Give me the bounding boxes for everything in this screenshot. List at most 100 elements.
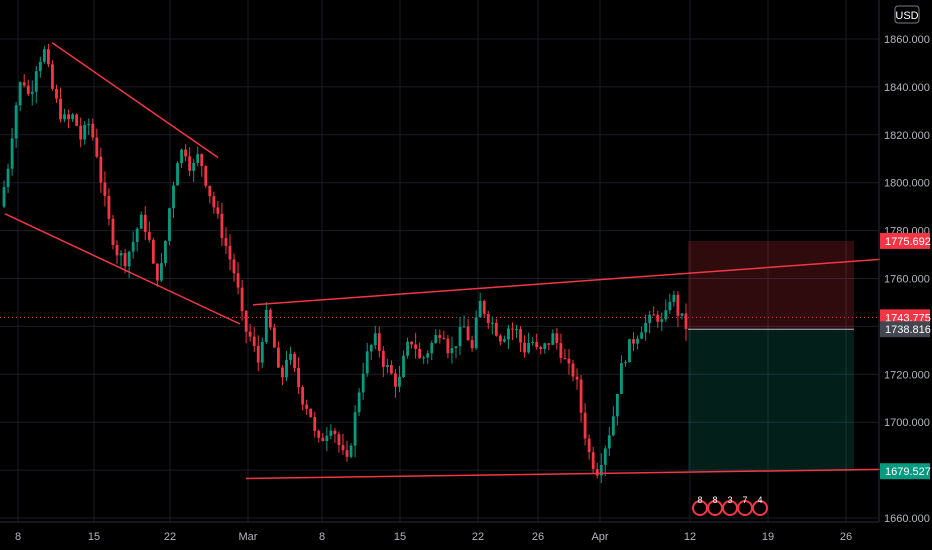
candle-body — [71, 114, 75, 120]
candle-body — [394, 373, 397, 387]
candle-body — [607, 435, 611, 449]
candle-body — [200, 154, 204, 167]
candle-body — [418, 348, 422, 359]
candle-body — [95, 137, 99, 157]
candle-body — [575, 376, 579, 380]
candle-body — [99, 156, 103, 183]
candle-body — [648, 314, 652, 323]
candle-body — [244, 310, 248, 332]
candle-body — [583, 412, 587, 439]
candle-body — [232, 259, 236, 274]
candle-body — [63, 114, 66, 120]
candle-body — [567, 358, 571, 364]
candle-body — [422, 357, 426, 359]
candle-body — [220, 213, 224, 239]
candle-body — [615, 393, 619, 417]
candle-body — [79, 125, 83, 140]
candle-body — [551, 333, 555, 345]
candle-body — [438, 335, 442, 339]
candle-body — [511, 328, 514, 330]
position-zones[interactable] — [0, 240, 879, 472]
candle-body — [277, 347, 280, 368]
x-tick-label: 12 — [684, 531, 696, 543]
price-label-text: 1738.816 — [885, 324, 931, 336]
candle-body — [87, 123, 91, 125]
trendline-channel-upper[interactable] — [252, 258, 881, 306]
candle-body — [470, 340, 474, 349]
candle-body — [555, 333, 559, 344]
trendline-falling-wedge-lower[interactable] — [4, 213, 241, 325]
stop-loss-zone[interactable] — [688, 240, 854, 330]
candle-body — [664, 310, 668, 320]
candle-body — [636, 338, 639, 344]
candle-body — [212, 196, 216, 208]
candle-body — [474, 317, 478, 349]
candle-body — [539, 347, 543, 349]
candle-body — [119, 253, 123, 256]
candle-body — [535, 341, 539, 348]
candle-body — [337, 434, 341, 446]
y-tick-label: 1720.000 — [884, 369, 930, 381]
event-badge[interactable]: 4 — [752, 495, 768, 516]
price-label: 1775.692 — [880, 232, 931, 249]
candle-body — [301, 387, 305, 405]
y-tick-label: 1800.000 — [884, 178, 930, 190]
candle-body — [317, 430, 321, 438]
x-tick-label: 8 — [319, 531, 325, 543]
candle-body — [256, 345, 260, 363]
candle-body — [42, 49, 46, 62]
candle-body — [268, 309, 272, 328]
candle-body — [228, 245, 232, 260]
candle-body — [151, 239, 155, 264]
candle-body — [135, 228, 139, 242]
candle-body — [406, 341, 409, 356]
candle-body — [676, 294, 680, 316]
candle-body — [252, 336, 256, 346]
time-axis[interactable]: 8 15 22 Mar 8 15 22 26 Apr 12 19 26 — [15, 531, 852, 543]
candle-body — [402, 355, 405, 377]
candle-body — [147, 231, 151, 240]
x-tick-label: 15 — [394, 531, 406, 543]
take-profit-zone[interactable] — [688, 329, 854, 472]
candle-body — [51, 64, 54, 89]
currency-badge[interactable]: USD — [894, 5, 920, 24]
candle-body — [2, 187, 6, 207]
candle-body — [285, 359, 288, 378]
candle-body — [297, 368, 301, 388]
candle-body — [176, 163, 179, 186]
candle-body — [111, 218, 115, 246]
candle-body — [289, 353, 292, 360]
candle-body — [329, 430, 333, 436]
trendline-falling-wedge-upper[interactable] — [51, 41, 219, 159]
candle-body — [466, 326, 470, 341]
candle-body — [547, 343, 551, 345]
candle-body — [281, 367, 284, 378]
candle-body — [369, 345, 373, 352]
candle-body — [414, 344, 418, 349]
candle-body — [515, 329, 518, 331]
candle-body — [309, 408, 313, 418]
candle-body — [507, 328, 510, 340]
candle-body — [26, 85, 30, 94]
candles — [2, 43, 688, 484]
candle-body — [587, 438, 591, 453]
event-badge[interactable]: 8 — [692, 495, 708, 516]
price-label-text: 1775.692 — [885, 236, 931, 248]
candle-body — [321, 437, 325, 441]
candle-body — [155, 263, 159, 281]
trendline-channel-lower[interactable] — [245, 468, 881, 480]
candle-body — [139, 214, 143, 229]
candle-body — [30, 91, 34, 94]
candle-body — [305, 404, 309, 409]
candle-body — [361, 373, 365, 393]
candle-body — [184, 149, 188, 157]
event-badge-label: 8 — [697, 495, 702, 505]
trendlines[interactable] — [4, 41, 881, 480]
candle-body — [611, 416, 615, 436]
candle-body — [579, 379, 583, 413]
candle-body — [123, 253, 127, 267]
price-label: 1679.527 — [880, 463, 931, 480]
